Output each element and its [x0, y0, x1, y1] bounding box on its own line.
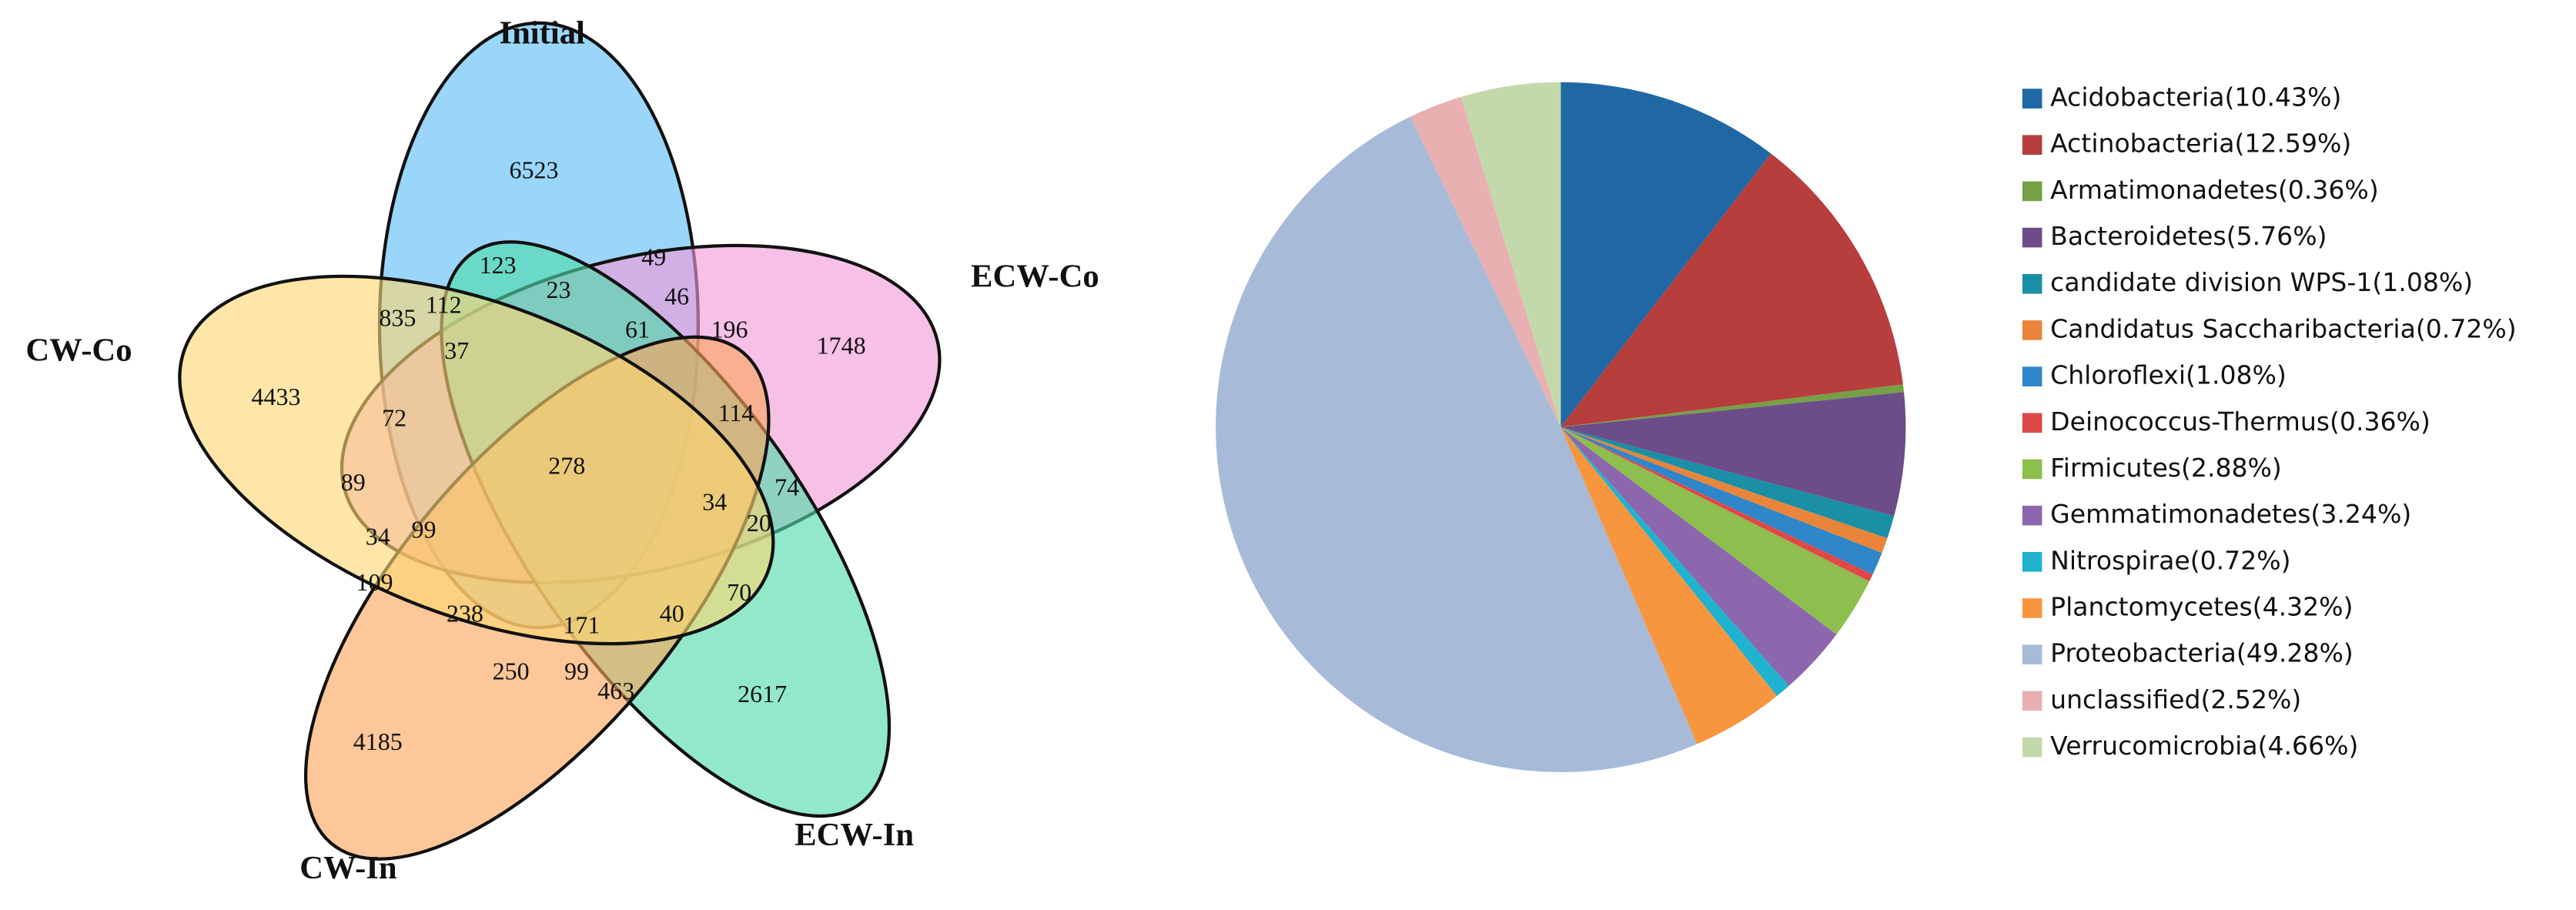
- set-label: CW-Co: [25, 333, 132, 369]
- region-count: 196: [711, 315, 748, 343]
- legend-swatch: [2022, 691, 2042, 711]
- venn-diagram: Initial ECW-Co CW-Co CW-In ECW-In 6523 123 49 23…: [25, 15, 1099, 886]
- set-label: CW-In: [299, 850, 397, 886]
- region-count: 114: [718, 399, 754, 427]
- legend-label: Proteobacteria(49.28%): [2050, 638, 2354, 668]
- region-count: 112: [426, 290, 462, 318]
- region-count: 278: [548, 452, 585, 480]
- legend-swatch: [2022, 413, 2042, 433]
- region-count: 109: [356, 568, 393, 596]
- region-count: 34: [702, 487, 727, 515]
- set-ellipse: [178, 274, 775, 646]
- legend-label: Planctomycetes(4.32%): [2050, 591, 2353, 621]
- pie-slice: [1561, 427, 1888, 554]
- legend-label: Acidobacteria(10.43%): [2050, 82, 2341, 112]
- legend-label: candidate division WPS-1(1.08%): [2050, 267, 2473, 297]
- legend-swatch: [2022, 459, 2042, 480]
- region-count: 72: [382, 404, 406, 432]
- region-count: 4433: [252, 383, 301, 410]
- region-count: 835: [379, 303, 416, 331]
- region-count: 89: [341, 468, 366, 496]
- legend-swatch: [2022, 644, 2042, 664]
- region-count: 4185: [353, 728, 403, 755]
- region-count: 70: [727, 578, 751, 606]
- legend-label: Candidatus Saccharibacteria(0.72%): [2050, 313, 2517, 343]
- legend-label: Firmicutes(2.88%): [2050, 453, 2282, 483]
- pie-slice: [1561, 392, 1906, 517]
- region-count: 37: [444, 336, 469, 364]
- legend-label: Verrucomicrobia(4.66%): [2050, 731, 2358, 761]
- legend-swatch: [2022, 505, 2042, 526]
- legend-swatch: [2022, 366, 2042, 386]
- region-count: 238: [447, 600, 483, 627]
- legend-swatch: [2022, 737, 2042, 758]
- region-count: 61: [625, 315, 650, 343]
- region-count: 74: [774, 473, 799, 500]
- pie-slice: [1561, 427, 1882, 575]
- pie-slice: [1561, 427, 1895, 539]
- set-label: ECW-Co: [971, 259, 1099, 295]
- pie-slice: [1410, 96, 1561, 427]
- set-label: ECW-In: [795, 817, 914, 853]
- legend-label: unclassified(2.52%): [2050, 684, 2301, 714]
- pie-slice: [1561, 427, 1873, 582]
- set-label: Initial: [499, 15, 585, 52]
- legend-swatch: [2022, 135, 2042, 156]
- region-count: 20: [747, 509, 771, 537]
- pie-slice: [1216, 116, 1698, 772]
- region-count: 34: [366, 522, 390, 550]
- region-count: 1748: [817, 332, 866, 360]
- legend-label: Deinococcus-Thermus(0.36%): [2050, 406, 2430, 437]
- region-count: 99: [412, 516, 437, 544]
- region-count: 99: [564, 657, 589, 684]
- legend-label: Gemmatimonadetes(3.24%): [2050, 499, 2411, 529]
- pie-slice: [1561, 82, 1771, 427]
- region-count: 49: [641, 243, 666, 271]
- legend-swatch: [2022, 320, 2042, 340]
- region-count: 463: [597, 677, 634, 704]
- legend-swatch: [2022, 89, 2042, 109]
- pie-chart: Acidobacteria(10.43%) Actinobacteria(12.5…: [1216, 82, 2517, 772]
- pie-slice: [1561, 427, 1789, 697]
- legend-swatch: [2022, 181, 2042, 202]
- legend-swatch: [2022, 598, 2042, 618]
- legend-label: Chloroflexi(1.08%): [2050, 360, 2287, 390]
- pie-slice: [1561, 427, 1837, 686]
- legend-label: Bacteroidetes(5.76%): [2050, 221, 2327, 251]
- region-count: 6523: [510, 156, 559, 183]
- region-count: 40: [660, 600, 684, 627]
- region-count: 2617: [738, 680, 787, 708]
- region-count: 23: [547, 276, 571, 303]
- region-count: 171: [563, 611, 600, 639]
- legend-swatch: [2022, 552, 2042, 572]
- pie-slice: [1561, 153, 1903, 427]
- region-count: 46: [664, 283, 689, 310]
- legend-label: Armatimonadetes(0.36%): [2050, 175, 2379, 205]
- pie-slice: [1561, 427, 1870, 635]
- region-count: 250: [493, 657, 530, 684]
- pie-slice: [1460, 82, 1561, 427]
- legend-label: Nitrospirae(0.72%): [2050, 545, 2290, 575]
- region-count: 123: [480, 251, 517, 279]
- legend-label: Actinobacteria(12.59%): [2050, 129, 2351, 159]
- pie-slice: [1561, 384, 1905, 427]
- pie-slice: [1561, 427, 1778, 744]
- legend-swatch: [2022, 227, 2042, 248]
- legend-swatch: [2022, 273, 2042, 294]
